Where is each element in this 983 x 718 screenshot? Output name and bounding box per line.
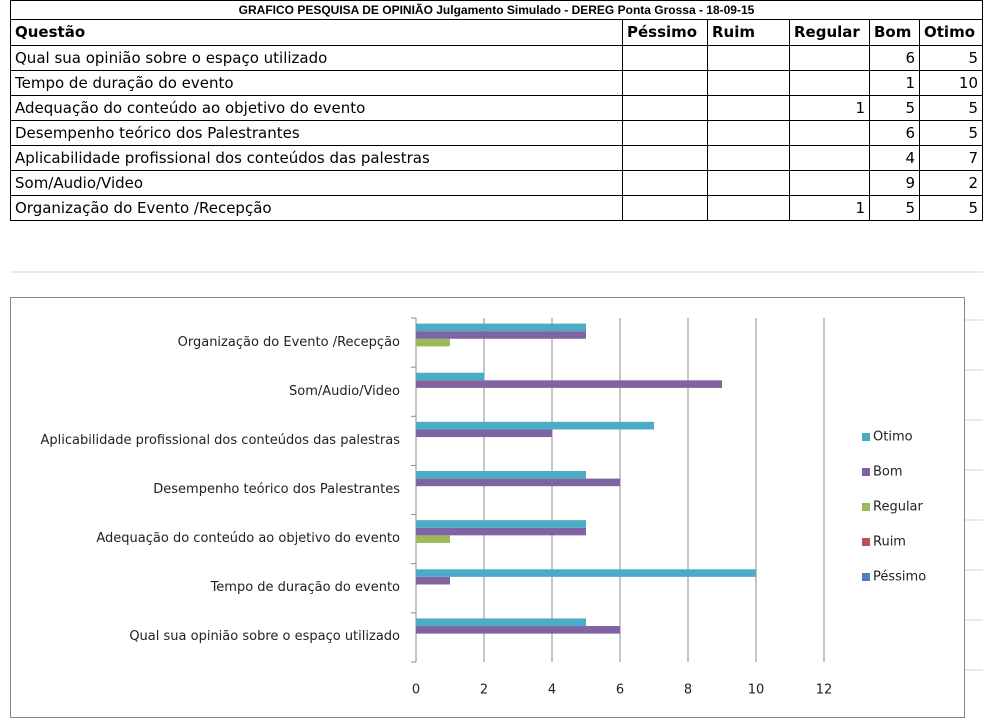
category-label: Organização do Evento /Recepção <box>177 334 400 350</box>
value-cell: 9 <box>870 171 920 196</box>
bar <box>416 323 586 332</box>
value-cell <box>708 121 790 146</box>
bar <box>416 478 620 487</box>
category-label: Tempo de duração do evento <box>210 580 400 596</box>
bar <box>416 527 586 536</box>
value-cell <box>623 71 708 96</box>
bar <box>416 421 654 430</box>
bar <box>416 576 450 585</box>
value-cell: 5 <box>920 196 983 221</box>
value-cell <box>623 196 708 221</box>
bar <box>416 618 586 627</box>
x-tick-label: 2 <box>480 683 488 698</box>
value-cell <box>623 171 708 196</box>
row-label: Organização do Evento /Recepção <box>10 196 623 221</box>
row-label: Tempo de duração do evento <box>10 71 623 96</box>
value-cell <box>708 96 790 121</box>
header-cell: Questão <box>10 20 623 46</box>
category-label: Som/Audio/Video <box>288 383 400 399</box>
bar <box>416 626 620 634</box>
bar <box>416 429 552 438</box>
value-cell <box>623 46 708 71</box>
value-cell: 5 <box>870 96 920 121</box>
x-tick-label: 0 <box>412 683 420 698</box>
legend-swatch <box>862 433 870 441</box>
value-cell <box>790 71 870 96</box>
value-cell: 1 <box>870 71 920 96</box>
value-cell: 6 <box>870 121 920 146</box>
value-cell: 1 <box>790 196 870 221</box>
header-cell: Bom <box>870 20 920 46</box>
row-label: Som/Audio/Video <box>10 171 623 196</box>
legend-label: Ruim <box>873 535 906 550</box>
category-label: Aplicabilidade profissional dos conteúdo… <box>40 432 401 448</box>
value-cell: 5 <box>920 46 983 71</box>
bar <box>416 331 586 339</box>
value-cell <box>708 146 790 171</box>
value-cell <box>708 171 790 196</box>
x-tick-label: 4 <box>548 683 556 698</box>
legend-swatch <box>862 573 870 581</box>
legend-label: Bom <box>873 465 903 480</box>
row-label: Desempenho teórico dos Palestrantes <box>10 121 623 146</box>
value-cell <box>790 146 870 171</box>
legend-swatch <box>862 468 870 476</box>
x-tick-label: 10 <box>748 683 765 698</box>
value-cell: 5 <box>920 96 983 121</box>
bar <box>416 569 756 577</box>
bar <box>416 372 484 381</box>
category-label: Qual sua opinião sobre o espaço utilizad… <box>129 629 400 645</box>
value-cell: 1 <box>790 96 870 121</box>
x-tick-label: 8 <box>684 683 692 698</box>
value-cell <box>623 146 708 171</box>
row-label: Adequação do conteúdo ao objetivo do eve… <box>10 96 623 121</box>
value-cell: 5 <box>870 196 920 221</box>
value-cell <box>623 96 708 121</box>
value-cell <box>790 121 870 146</box>
value-cell <box>708 196 790 221</box>
x-tick-label: 12 <box>816 683 833 698</box>
value-cell <box>790 171 870 196</box>
bar <box>416 380 722 388</box>
chart-area <box>10 297 965 718</box>
legend-swatch <box>862 538 870 546</box>
category-label: Adequação do conteúdo ao objetivo do eve… <box>96 531 400 547</box>
value-cell <box>708 71 790 96</box>
header-cell: Otimo <box>920 20 983 46</box>
row-label: Aplicabilidade profissional dos conteúdo… <box>10 146 623 171</box>
header-cell: Regular <box>790 20 870 46</box>
legend-label: Regular <box>873 500 924 515</box>
header-cell: Ruim <box>708 20 790 46</box>
value-cell: 10 <box>920 71 983 96</box>
value-cell: 2 <box>920 171 983 196</box>
bar <box>416 338 450 347</box>
value-cell: 5 <box>920 121 983 146</box>
value-cell <box>623 121 708 146</box>
value-cell: 4 <box>870 146 920 171</box>
header-cell: Péssimo <box>623 20 708 46</box>
value-cell <box>708 46 790 71</box>
legend-label: Otimo <box>873 430 913 445</box>
bar <box>416 471 586 479</box>
value-cell <box>790 46 870 71</box>
row-label: Qual sua opinião sobre o espaço utilizad… <box>10 46 623 71</box>
bar <box>416 535 450 543</box>
category-label: Desempenho teórico dos Palestrantes <box>153 481 400 497</box>
value-cell: 7 <box>920 146 983 171</box>
bar <box>416 520 586 528</box>
x-tick-label: 6 <box>616 683 624 698</box>
legend-label: Péssimo <box>873 570 926 585</box>
legend-swatch <box>862 503 870 511</box>
value-cell: 6 <box>870 46 920 71</box>
